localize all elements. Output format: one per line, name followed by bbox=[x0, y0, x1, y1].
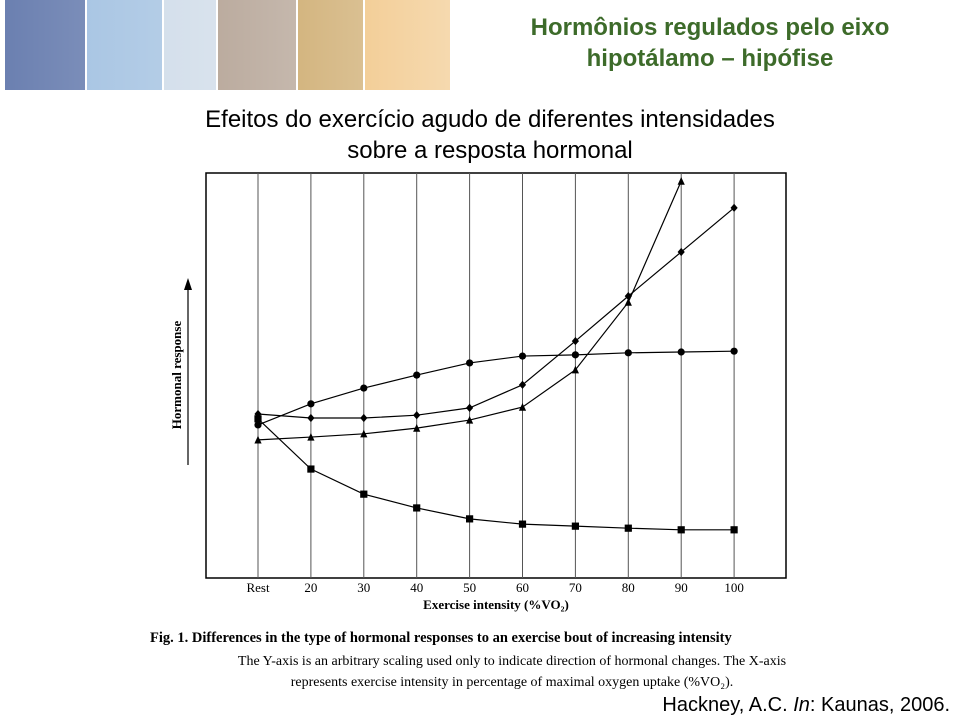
point bbox=[624, 292, 632, 301]
x-tick-label: Rest bbox=[246, 580, 270, 595]
citation-italic: In bbox=[793, 694, 810, 716]
point bbox=[413, 371, 421, 379]
caption-head: Fig. 1. Differences in the type of hormo… bbox=[150, 630, 732, 646]
caption-line: The Y-axis is an arbitrary scaling used … bbox=[238, 654, 786, 669]
point bbox=[360, 490, 368, 498]
point bbox=[466, 415, 474, 424]
point bbox=[571, 336, 579, 346]
x-axis-label: Exercise intensity (%VO₂) bbox=[423, 597, 569, 612]
caption-line: represents exercise intensity in percent… bbox=[291, 675, 734, 690]
point bbox=[518, 520, 527, 528]
slide-subtitle: Efeitos do exercício agudo de diferentes… bbox=[130, 104, 850, 166]
citation: Hackney, A.C. In: Kaunas, 2006. bbox=[662, 694, 950, 717]
point bbox=[466, 359, 474, 367]
x-tick-label: 20 bbox=[304, 580, 317, 595]
point bbox=[466, 403, 474, 412]
series-line bbox=[257, 207, 735, 419]
photo-banner bbox=[0, 0, 455, 95]
point bbox=[677, 526, 685, 534]
subtitle-line: sobre a resposta hormonal bbox=[347, 137, 633, 164]
point bbox=[518, 402, 527, 411]
point bbox=[677, 177, 685, 185]
point bbox=[360, 413, 368, 423]
citation-text: Hackney, A.C. bbox=[662, 694, 794, 716]
title-line: hipotálamo – hipófise bbox=[586, 45, 834, 72]
point bbox=[254, 409, 262, 419]
x-tick-label: 90 bbox=[675, 580, 688, 595]
point bbox=[413, 504, 421, 512]
x-tick-label: 100 bbox=[724, 580, 744, 595]
slide-title: Hormônios regulados pelo eixo hipotálamo… bbox=[470, 12, 950, 74]
point bbox=[624, 524, 632, 532]
x-tick-label: 80 bbox=[622, 580, 635, 595]
point bbox=[677, 247, 685, 257]
citation-text: : Kaunas, 2006. bbox=[809, 694, 950, 716]
point bbox=[624, 349, 632, 357]
point bbox=[571, 351, 580, 359]
point bbox=[413, 411, 421, 420]
point bbox=[624, 298, 632, 306]
point bbox=[307, 400, 315, 408]
point bbox=[254, 435, 262, 444]
x-tick-label: 40 bbox=[410, 580, 423, 595]
point bbox=[360, 429, 368, 438]
x-tick-label: 30 bbox=[357, 580, 370, 595]
point bbox=[254, 415, 262, 423]
point bbox=[254, 421, 262, 429]
x-tick-label: 50 bbox=[463, 580, 476, 595]
title-line: Hormônios regulados pelo eixo bbox=[530, 14, 890, 41]
point bbox=[518, 380, 527, 389]
point bbox=[360, 384, 368, 392]
y-arrow-head bbox=[184, 278, 192, 290]
point bbox=[307, 465, 315, 473]
point bbox=[466, 515, 474, 523]
x-tick-label: 60 bbox=[516, 580, 529, 595]
point bbox=[677, 348, 685, 356]
point bbox=[730, 347, 738, 355]
y-axis-label: Hormonal response bbox=[169, 321, 184, 430]
point bbox=[307, 413, 315, 423]
point bbox=[730, 526, 738, 534]
point bbox=[571, 522, 579, 530]
plot-frame bbox=[205, 172, 787, 579]
series-line bbox=[257, 350, 735, 426]
point bbox=[518, 352, 527, 360]
chart: Hormonal response Exercise intensity (%V… bbox=[150, 172, 787, 690]
point bbox=[571, 365, 579, 374]
series-line bbox=[257, 418, 735, 531]
point bbox=[307, 432, 315, 441]
point bbox=[413, 424, 421, 432]
point bbox=[730, 203, 738, 212]
x-tick-label: 70 bbox=[569, 580, 582, 595]
subtitle-line: Efeitos do exercício agudo de diferentes… bbox=[205, 106, 775, 133]
